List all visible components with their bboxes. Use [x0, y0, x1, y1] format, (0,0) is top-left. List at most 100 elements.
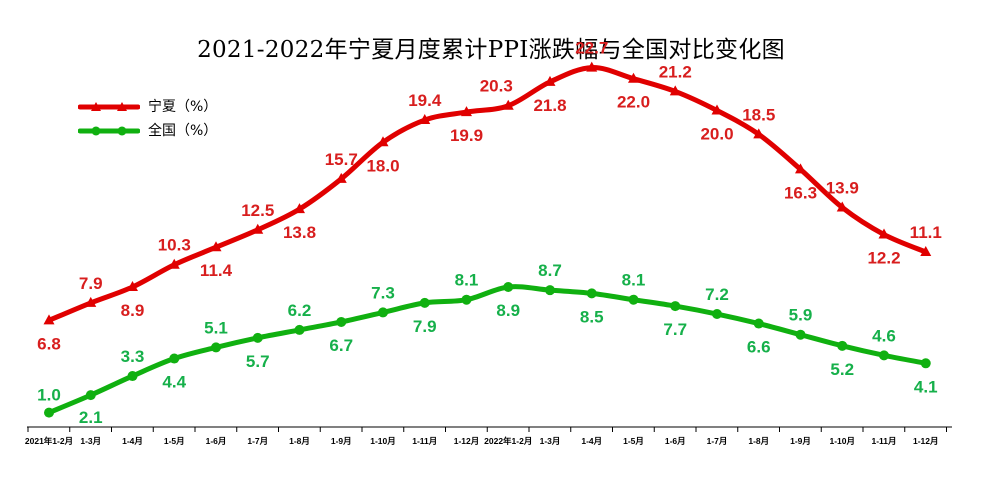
data-point-national — [336, 316, 347, 327]
x-tick-label: 1-8月 — [748, 436, 769, 446]
x-tick-label: 1-12月 — [454, 436, 480, 446]
data-label-ningxia: 19.9 — [450, 126, 483, 145]
legend-item-ningxia: 宁夏（%） — [78, 97, 278, 121]
x-tick-label: 1-9月 — [790, 436, 811, 446]
data-point-national — [670, 301, 681, 312]
data-point-ningxia — [43, 314, 55, 325]
data-point-national — [378, 307, 388, 318]
data-label-ningxia: 18.5 — [742, 105, 775, 124]
data-label-national: 5.9 — [789, 306, 813, 325]
data-point-national — [503, 281, 514, 292]
data-label-national: 3.3 — [121, 347, 145, 366]
x-tick-label: 1-8月 — [289, 436, 310, 446]
data-point-ningxia — [711, 104, 723, 115]
data-label-national: 6.6 — [747, 338, 771, 357]
data-point-ningxia — [294, 203, 305, 214]
data-point-ningxia — [461, 106, 472, 117]
data-label-national: 8.9 — [496, 301, 520, 320]
data-point-national — [127, 371, 138, 382]
x-tick-label: 1-11月 — [412, 436, 437, 446]
data-label-ningxia: 7.9 — [79, 274, 103, 293]
data-label-ningxia: 22.0 — [617, 93, 650, 112]
data-label-national: 4.4 — [162, 373, 186, 392]
data-label-national: 7.2 — [705, 285, 729, 304]
data-point-national — [85, 390, 96, 401]
data-point-ningxia — [377, 136, 389, 147]
x-tick-label: 1-3月 — [80, 436, 101, 446]
data-label-ningxia: 12.2 — [867, 249, 900, 268]
legend-swatch-ningxia — [78, 102, 140, 111]
x-tick-label: 1-4月 — [581, 436, 602, 446]
data-point-ningxia — [168, 258, 180, 269]
data-label-national: 8.1 — [455, 271, 479, 290]
x-tick-label: 1-10月 — [370, 436, 396, 446]
data-point-national — [628, 294, 639, 305]
legend: 宁夏（%） 全国（%） — [78, 97, 278, 145]
data-label-ningxia: 13.8 — [283, 223, 316, 242]
chart-title: 2021-2022年宁夏月度累计PPI涨跌幅与全国对比变化图 — [197, 37, 785, 63]
data-point-ningxia — [795, 163, 806, 174]
data-point-ningxia — [85, 296, 97, 307]
data-label-ningxia: 10.3 — [158, 236, 191, 255]
data-point-ningxia — [335, 172, 347, 183]
data-point-ningxia — [878, 228, 890, 239]
data-label-national: 5.7 — [246, 352, 270, 371]
data-point-national — [795, 329, 806, 340]
legend-item-national: 全国（%） — [78, 121, 278, 145]
data-label-ningxia: 19.4 — [408, 91, 442, 110]
data-point-ningxia — [502, 99, 514, 110]
data-point-national — [44, 407, 54, 418]
data-point-national — [294, 324, 305, 335]
data-label-ningxia: 16.3 — [784, 183, 817, 202]
data-label-national: 2.1 — [79, 408, 103, 427]
data-label-ningxia: 13.9 — [826, 178, 859, 197]
data-point-ningxia — [836, 201, 848, 212]
data-point-ningxia — [252, 223, 264, 234]
data-point-ningxia — [669, 85, 681, 96]
data-point-national — [211, 342, 221, 353]
data-point-national — [712, 309, 722, 320]
data-label-national: 6.7 — [329, 336, 353, 355]
data-point-ningxia — [920, 246, 932, 257]
x-tick-label: 1-6月 — [665, 436, 686, 446]
data-point-national — [252, 332, 263, 343]
x-tick-label: 1-7月 — [247, 436, 268, 446]
data-point-ningxia — [544, 75, 556, 86]
data-label-national: 4.6 — [872, 326, 896, 345]
data-point-ningxia — [753, 128, 765, 139]
data-point-ningxia — [586, 61, 598, 72]
data-label-ningxia: 21.2 — [659, 62, 692, 81]
data-point-national — [586, 288, 597, 299]
data-label-national: 7.3 — [371, 283, 395, 302]
x-tick-label: 2022年1-2月 — [484, 436, 532, 446]
x-tick-label: 1-3月 — [540, 436, 561, 446]
x-tick-label: 1-4月 — [122, 436, 143, 446]
data-label-ningxia: 21.8 — [533, 96, 566, 115]
data-point-national — [753, 318, 764, 329]
data-label-ningxia: 20.3 — [480, 77, 513, 96]
data-point-national — [920, 358, 931, 369]
data-label-ningxia: 8.9 — [121, 301, 145, 320]
data-point-national — [169, 353, 180, 364]
x-tick-label: 1-9月 — [331, 436, 352, 446]
data-point-national — [837, 340, 848, 351]
data-label-ningxia: 20.0 — [700, 125, 733, 144]
x-tick-label: 1-6月 — [206, 436, 227, 446]
data-point-national — [461, 294, 472, 305]
data-label-ningxia: 15.7 — [325, 150, 358, 169]
data-label-national: 7.7 — [663, 320, 687, 339]
data-point-ningxia — [628, 72, 639, 83]
x-tick-label: 1-12月 — [913, 436, 939, 446]
data-point-national — [545, 285, 555, 296]
series-line-ningxia — [46, 65, 929, 323]
data-label-ningxia: 11.1 — [910, 223, 942, 242]
data-label-national: 8.7 — [538, 261, 562, 280]
data-label-ningxia: 11.4 — [200, 261, 233, 280]
data-point-national — [879, 350, 889, 361]
data-point-national — [419, 297, 430, 308]
data-label-national: 6.2 — [288, 301, 312, 320]
x-tick-label: 1-11月 — [871, 436, 896, 446]
x-tick-label: 1-5月 — [164, 436, 185, 446]
x-tick-label: 1-7月 — [707, 436, 728, 446]
